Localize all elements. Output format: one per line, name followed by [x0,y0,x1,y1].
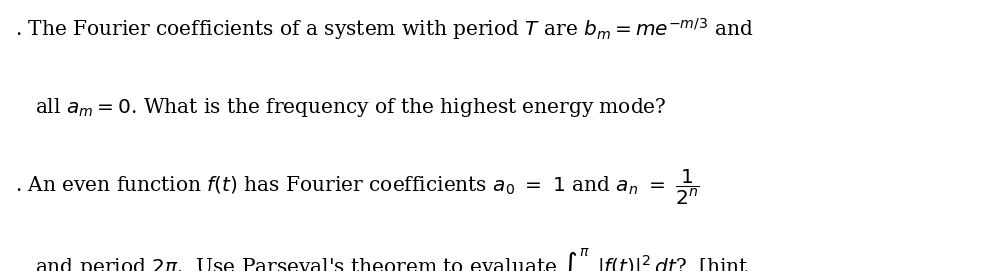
Text: and period $2\pi$.  Use Parseval's theorem to evaluate $\int_{-\pi}^{\pi}|f(t)|^: and period $2\pi$. Use Parseval's theore… [34,247,753,271]
Text: . An even function $f(t)$ has Fourier coefficients $a_0\ =\ 1$ and $a_n\ =\ \dfr: . An even function $f(t)$ has Fourier co… [15,167,700,207]
Text: all $a_m = 0$. What is the frequency of the highest energy mode?: all $a_m = 0$. What is the frequency of … [34,96,667,119]
Text: . The Fourier coefficients of a system with period $T$ are $b_m = me^{-m/3}$ and: . The Fourier coefficients of a system w… [15,16,753,42]
